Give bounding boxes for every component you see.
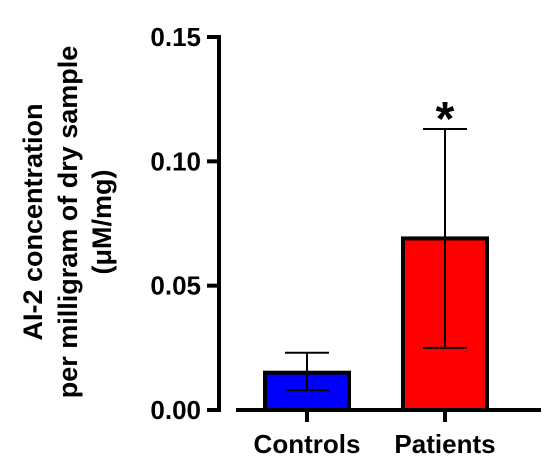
y-axis-label-line-3: (μM/mg)	[87, 170, 117, 275]
y-tick-label: 0.10	[150, 146, 201, 176]
x-ticks: Controls Patients	[254, 410, 496, 459]
y-tick-label: 0.15	[150, 22, 201, 52]
y-axis-label-line-2: per milligram of dry sample	[53, 46, 83, 399]
y-axis-label: AI-2 concentration per milligram of dry …	[18, 46, 117, 399]
y-tick-label: 0.00	[150, 395, 201, 425]
bars	[263, 128, 489, 413]
significance-asterisk: *	[436, 93, 455, 146]
x-tick-label-controls: Controls	[254, 429, 361, 459]
y-tick-label: 0.05	[150, 271, 201, 301]
y-ticks: 0.00 0.05 0.10 0.15	[150, 22, 219, 425]
y-axis-label-line-1: AI-2 concentration	[18, 103, 48, 340]
x-tick-label-patients: Patients	[394, 429, 495, 459]
